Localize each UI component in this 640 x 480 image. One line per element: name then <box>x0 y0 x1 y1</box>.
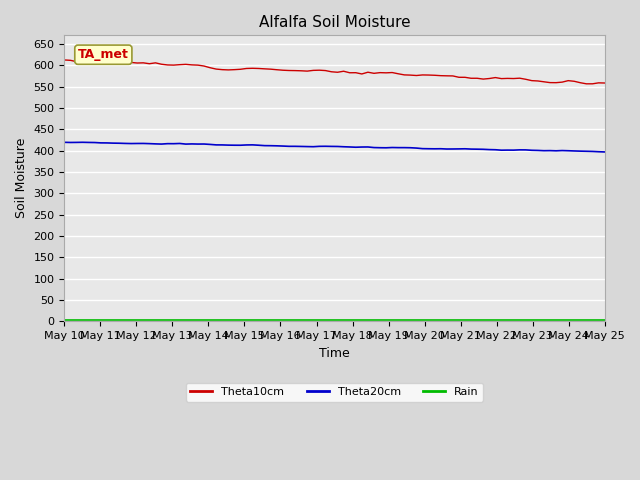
Theta20cm <box>443 146 451 152</box>
Theta10cm <box>437 73 445 79</box>
Theta20cm <box>140 141 147 146</box>
Theta10cm <box>61 57 68 63</box>
Y-axis label: Soil Moisture: Soil Moisture <box>15 138 28 218</box>
Rain <box>437 318 445 324</box>
Theta20cm <box>582 148 590 154</box>
Theta20cm <box>601 149 609 155</box>
Line: Theta10cm: Theta10cm <box>65 60 605 84</box>
Theta10cm <box>225 67 232 73</box>
Theta10cm <box>582 81 590 87</box>
Text: TA_met: TA_met <box>78 48 129 61</box>
Line: Theta20cm: Theta20cm <box>65 142 605 152</box>
Theta10cm <box>522 76 529 82</box>
Theta10cm <box>509 76 517 82</box>
Rain <box>509 318 517 324</box>
Theta20cm <box>516 147 524 153</box>
Theta10cm <box>601 80 609 86</box>
Theta10cm <box>133 60 141 66</box>
Theta20cm <box>61 140 68 145</box>
X-axis label: Time: Time <box>319 347 350 360</box>
Theta10cm <box>577 80 584 85</box>
Legend: Theta10cm, Theta20cm, Rain: Theta10cm, Theta20cm, Rain <box>186 383 483 401</box>
Theta20cm <box>230 143 238 148</box>
Title: Alfalfa Soil Moisture: Alfalfa Soil Moisture <box>259 15 410 30</box>
Rain <box>61 318 68 324</box>
Rain <box>577 318 584 324</box>
Rain <box>601 318 609 324</box>
Theta20cm <box>528 147 536 153</box>
Rain <box>225 318 232 324</box>
Rain <box>522 318 529 324</box>
Rain <box>133 318 141 324</box>
Theta20cm <box>79 139 86 145</box>
